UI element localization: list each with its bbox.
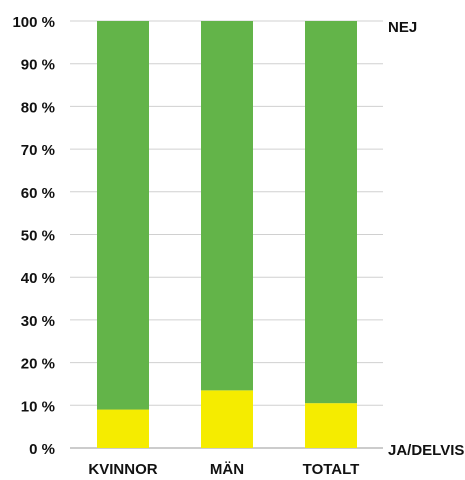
bars	[97, 21, 357, 448]
y-tick-label: 80 %	[21, 99, 55, 116]
bar-nej-0	[97, 21, 149, 410]
bar-nej-2	[305, 21, 357, 404]
x-axis-tick-labels: KVINNOR MÄN TOTALT	[88, 461, 359, 478]
x-tick-label: KVINNOR	[88, 461, 157, 478]
y-tick-label: 30 %	[21, 313, 55, 330]
y-tick-label: 40 %	[21, 270, 55, 287]
series-labels: NEJ JA/DELVIS	[388, 19, 464, 459]
x-tick-label: MÄN	[210, 461, 244, 478]
y-tick-label: 20 %	[21, 356, 55, 373]
bar-ja-delvis-2	[305, 403, 357, 448]
x-tick-label: TOTALT	[303, 461, 360, 478]
y-tick-label: 90 %	[21, 57, 55, 74]
y-tick-label: 100 %	[12, 14, 55, 31]
y-tick-label: 50 %	[21, 228, 55, 245]
y-tick-label: 10 %	[21, 398, 55, 415]
y-tick-label: 70 %	[21, 142, 55, 159]
bar-ja-delvis-1	[201, 390, 253, 448]
y-tick-label: 0 %	[29, 441, 55, 458]
bar-nej-1	[201, 21, 253, 391]
series-label-nej: NEJ	[388, 19, 417, 36]
series-label-ja-delvis: JA/DELVIS	[388, 442, 464, 459]
bar-ja-delvis-0	[97, 409, 149, 448]
y-tick-label: 60 %	[21, 185, 55, 202]
y-axis-tick-labels: 0 % 10 % 20 % 30 % 40 % 50 % 60 % 70 % 80 % 90 % 1…	[12, 14, 55, 458]
